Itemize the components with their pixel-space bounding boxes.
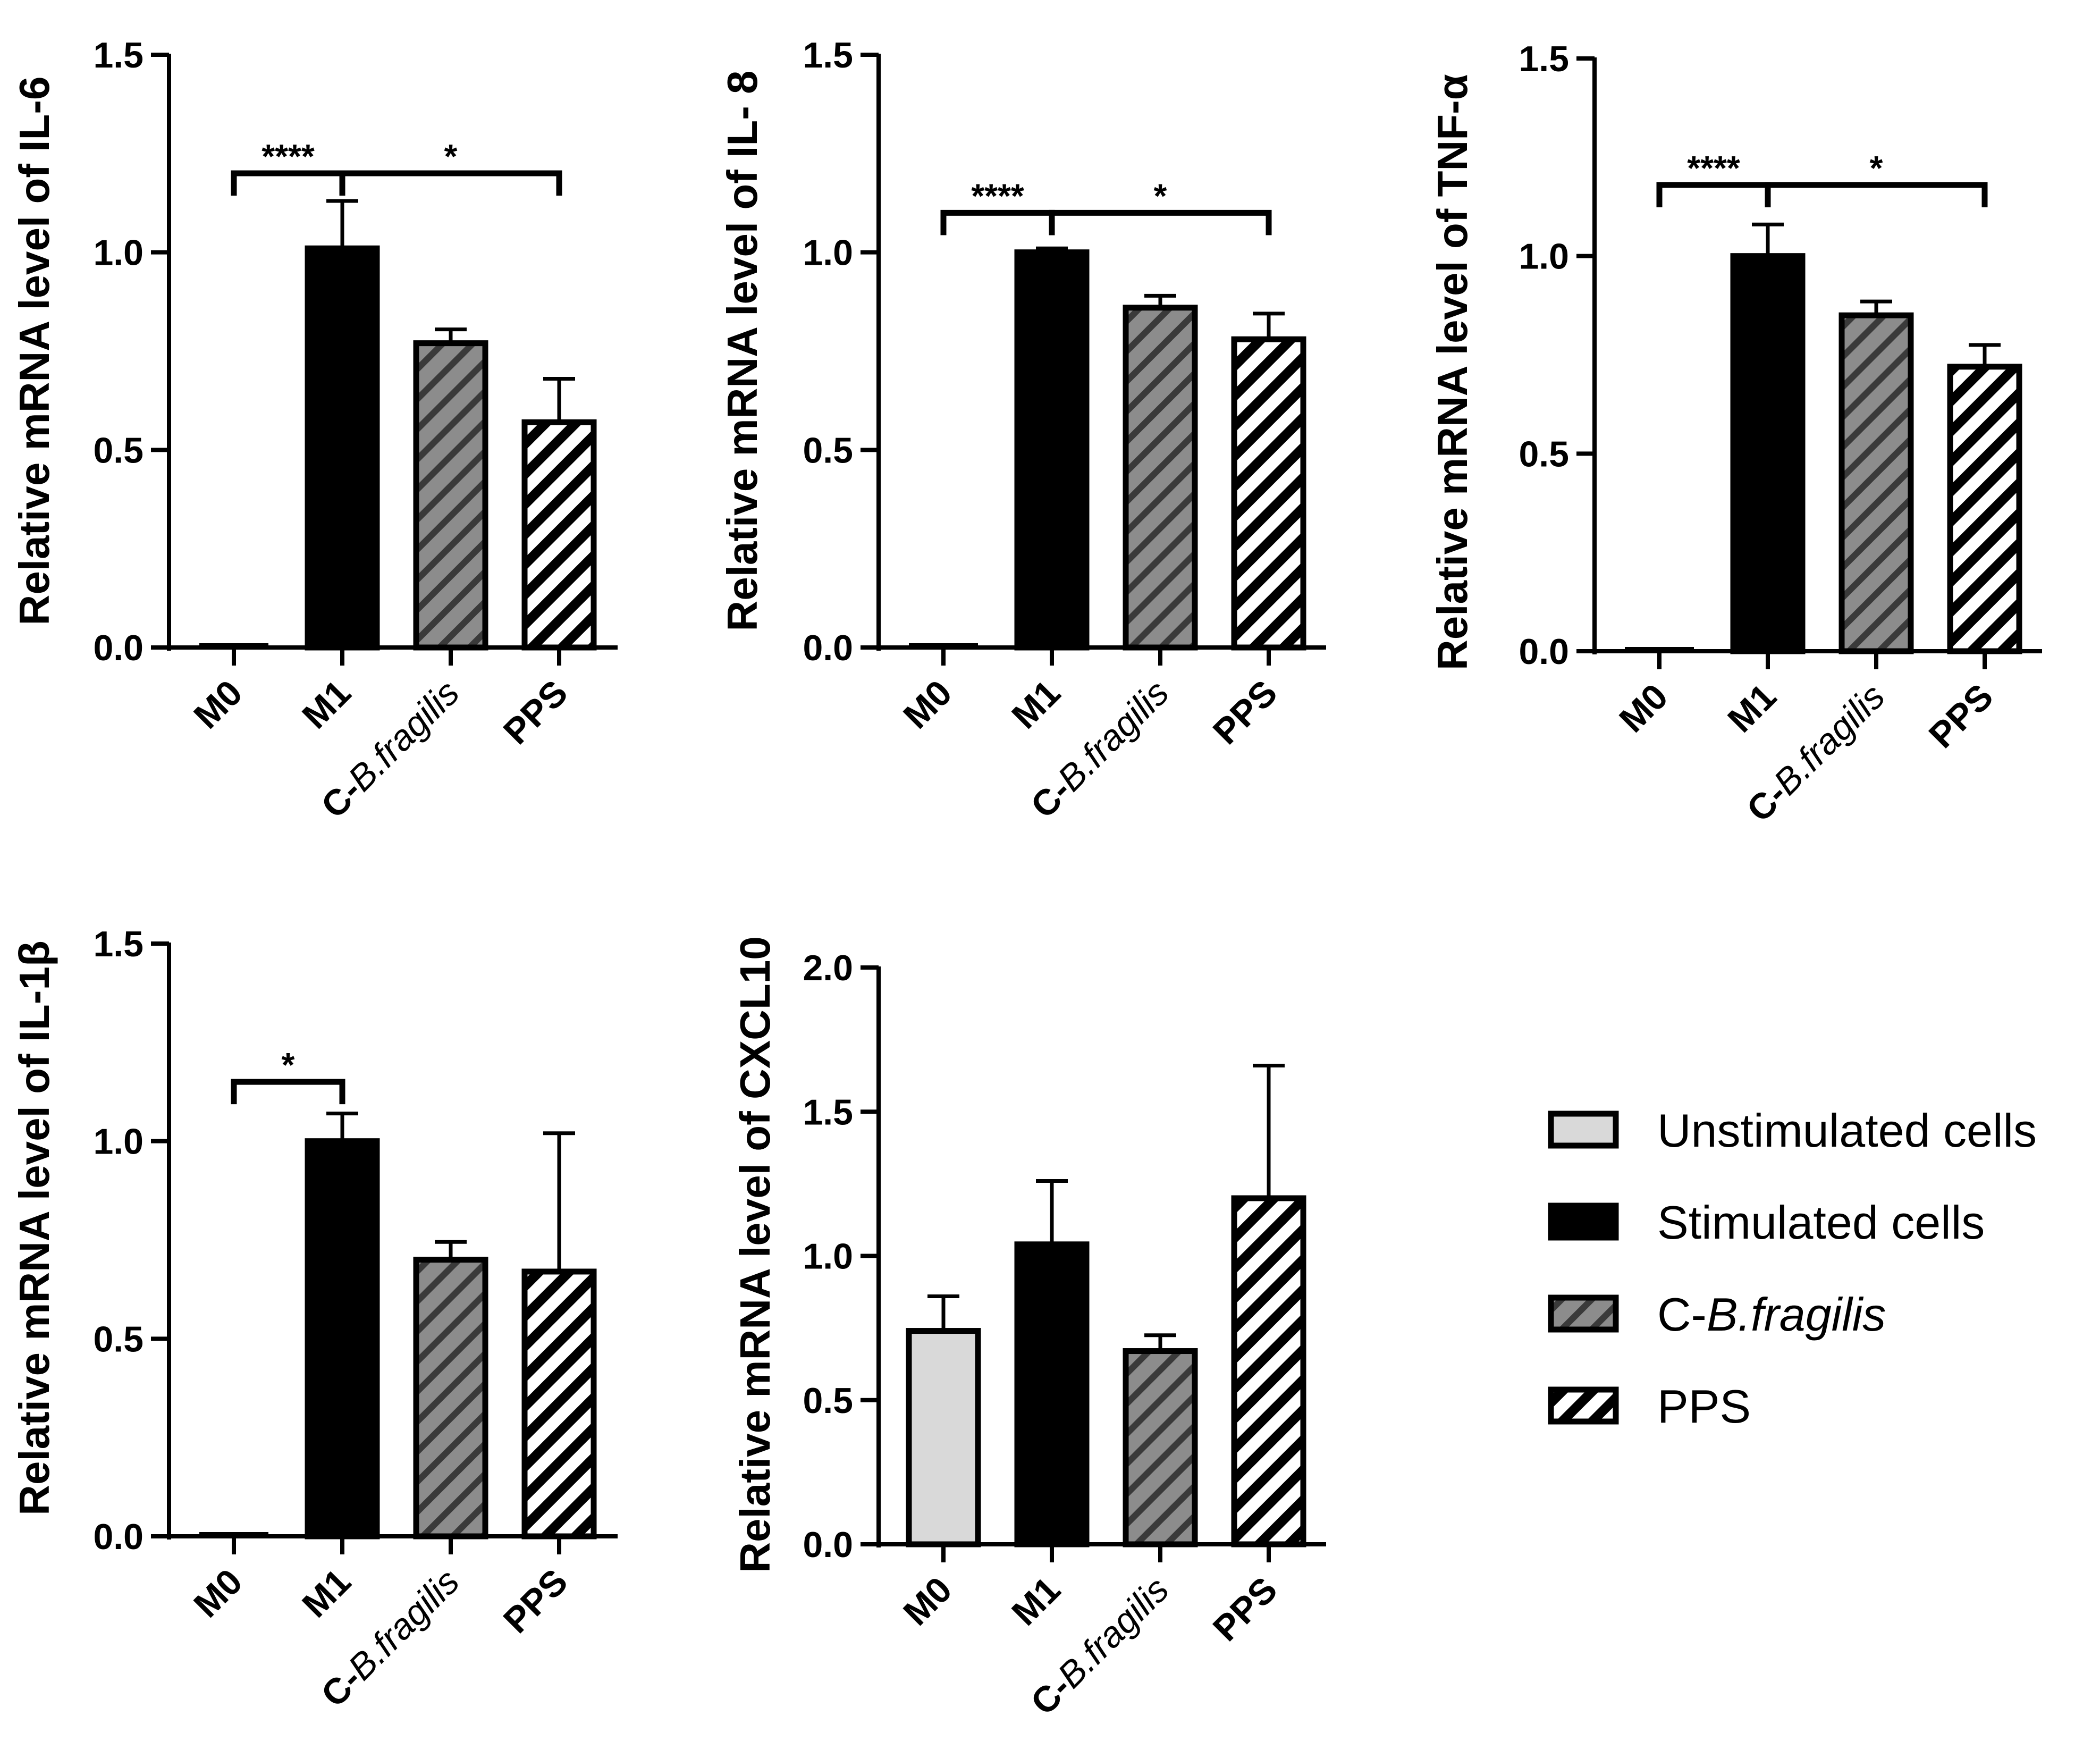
legend-swatch-cbfragilis [1548, 1294, 1619, 1333]
significance-label: * [282, 1046, 295, 1084]
y-axis-label: Relative mRNA level of CXCL10 [731, 936, 779, 1572]
y-tick-label: 1.5 [1519, 39, 1569, 79]
significance-label: **** [971, 176, 1024, 215]
bar [1231, 1195, 1306, 1547]
bar [1838, 312, 1914, 654]
y-tick-label: 0.5 [803, 430, 853, 470]
significance-bracket [1765, 182, 1988, 207]
y-tick-label: 0.5 [803, 1381, 853, 1421]
bar [413, 1257, 488, 1540]
y-tick-label: 1.0 [93, 233, 144, 273]
y-tick-label: 1.0 [93, 1122, 144, 1162]
x-category-label: M0 [896, 672, 960, 737]
y-tick-label: 2.0 [803, 948, 853, 988]
bar [906, 1328, 981, 1547]
significance-label: * [444, 137, 458, 175]
y-tick-label: 0.0 [803, 628, 853, 668]
bar [305, 245, 380, 651]
x-category-label: M0 [896, 1569, 960, 1634]
legend: Unstimulated cells Stimulated cells C-B.… [1548, 1104, 2037, 1433]
bar [521, 419, 597, 651]
y-tick-label: 1.5 [803, 1092, 853, 1132]
y-axis-label: Relative mRNA level of IL-1β [11, 940, 58, 1516]
chart-panel-il8: Relative mRNA level of IL- 8 0.0 0.5 1.0 1.5… [719, 35, 1326, 826]
y-tick-label: 0.0 [93, 1517, 144, 1557]
x-category-label: PPS [496, 1561, 576, 1641]
bar [1123, 1348, 1198, 1547]
significance-bracket [940, 209, 1055, 235]
legend-label-pps: PPS [1657, 1380, 1751, 1433]
chart-panel-il1b: Relative mRNA level of IL-1β 0.0 0.5 1.0 1.5… [11, 924, 618, 1715]
chart-panel-tnfa: Relative mRNA level of TNF-α 0.0 0.5 1.0 1.5… [1429, 39, 2042, 830]
bar [521, 1268, 597, 1540]
x-category-label: M0 [186, 1561, 250, 1626]
legend-label-unstimulated: Unstimulated cells [1657, 1104, 2037, 1157]
y-tick-label: 1.5 [803, 35, 853, 75]
x-category-label: M0 [186, 672, 250, 737]
legend-label-cbfragilis: C-B.fragilis [1657, 1288, 1886, 1341]
y-tick-label: 0.5 [93, 1319, 144, 1359]
bar [1947, 364, 2022, 654]
bar [1014, 249, 1090, 651]
y-tick-label: 1.0 [803, 1237, 853, 1277]
x-category-label: PPS [1205, 1569, 1285, 1649]
bar [1014, 1241, 1090, 1547]
legend-swatch-pps [1548, 1386, 1619, 1425]
y-tick-label: 1.5 [93, 924, 144, 964]
legend-swatch-unstimulated [1548, 1111, 1619, 1149]
y-tick-label: 1.5 [93, 35, 144, 75]
significance-label: **** [262, 137, 315, 175]
chart-panel-cxcl10: Relative mRNA level of CXCL10 0.0 0.5 1.0 1.… [731, 936, 1326, 1723]
significance-bracket [339, 170, 562, 196]
y-tick-label: 0.0 [1519, 632, 1569, 672]
x-category-label: M1 [1004, 672, 1068, 737]
y-tick-label: 1.0 [803, 233, 853, 273]
x-category-label: M1 [1720, 676, 1784, 741]
significance-label: * [1870, 149, 1883, 187]
x-category-label: PPS [496, 672, 576, 752]
legend-swatch-stimulated [1548, 1202, 1619, 1241]
y-tick-label: 0.0 [803, 1525, 853, 1565]
significance-label: **** [1687, 149, 1740, 187]
x-category-label: M1 [1004, 1569, 1068, 1634]
y-axis-label: Relative mRNA level of IL-6 [11, 77, 58, 626]
bar [1231, 336, 1306, 651]
y-tick-label: 1.0 [1519, 237, 1569, 277]
x-category-label: M1 [294, 1561, 359, 1626]
y-tick-label: 0.5 [93, 430, 144, 470]
significance-bracket [1656, 182, 1771, 207]
significance-label: * [1154, 176, 1167, 215]
y-tick-label: 0.0 [93, 628, 144, 668]
significance-bracket [231, 170, 345, 196]
y-axis-label: Relative mRNA level of TNF-α [1429, 74, 1476, 670]
chart-panel-il6: Relative mRNA level of IL-6 0.0 0.5 1.0 1.5 M… [11, 35, 618, 826]
bar [413, 340, 488, 651]
x-category-label: M1 [294, 672, 359, 737]
legend-label-stimulated: Stimulated cells [1657, 1196, 1985, 1249]
bar [1730, 253, 1806, 654]
significance-bracket [1049, 209, 1272, 235]
y-tick-label: 0.5 [1519, 434, 1569, 474]
x-category-label: PPS [1921, 676, 2001, 756]
significance-bracket [231, 1079, 345, 1105]
y-axis-label: Relative mRNA level of IL- 8 [719, 70, 766, 631]
bar [305, 1138, 380, 1540]
bar [1123, 305, 1198, 651]
x-category-label: M0 [1612, 676, 1676, 741]
x-category-label: PPS [1205, 672, 1285, 752]
